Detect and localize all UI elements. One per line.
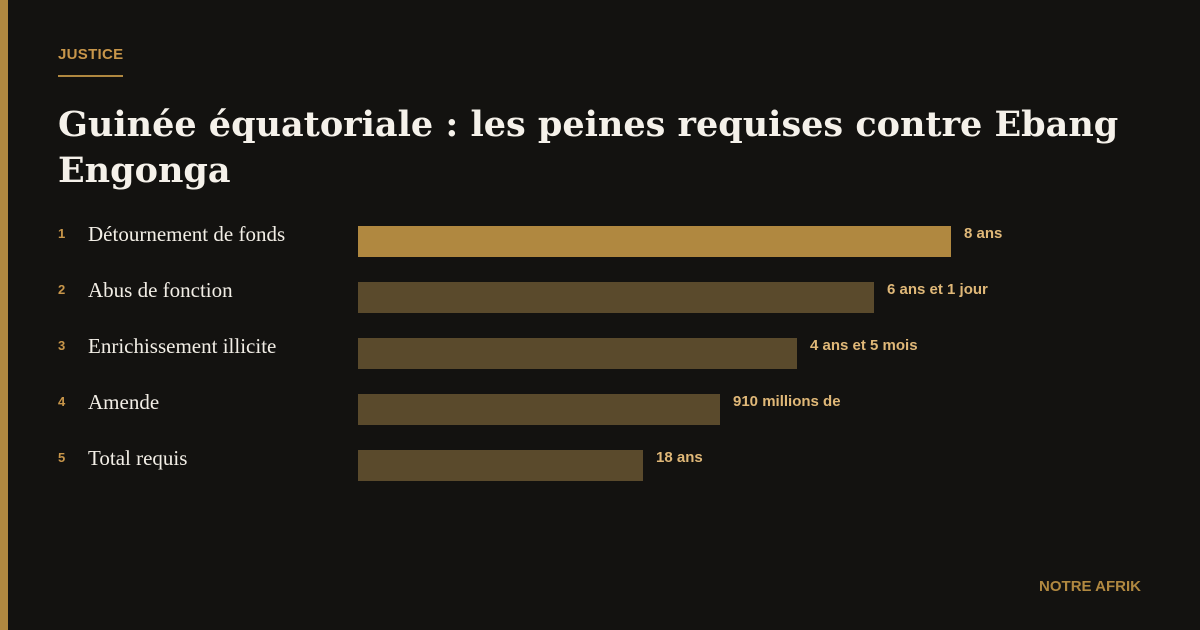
item-label: Amende: [88, 390, 160, 414]
rank-bar: [358, 282, 874, 313]
item-value: 8 ans: [964, 225, 1003, 242]
rank: 2: [58, 282, 66, 297]
list-item: 1 Détournement de fonds 8 ans: [0, 222, 1200, 266]
item-label: Détournement de fonds: [88, 222, 286, 246]
rank-bar: [358, 338, 797, 369]
list-item: 2 Abus de fonction 6 ans et 1 jour: [0, 278, 1200, 322]
rank: 3: [58, 338, 66, 353]
title: Guinée équatoriale : les peines requises…: [58, 104, 1119, 191]
item-value: 18 ans: [656, 449, 703, 466]
item-value: 910 millions de: [733, 393, 841, 410]
rank-bar: [358, 450, 643, 481]
rank-bar: [358, 394, 720, 425]
footer: NOTRE AFRIK: [1039, 578, 1141, 595]
item-label: Abus de fonction: [88, 278, 233, 302]
item-label: Enrichissement illicite: [88, 334, 277, 358]
kicker: JUSTICE: [58, 46, 124, 77]
list-item: 3 Enrichissement illicite 4 ans et 5 mois: [0, 334, 1200, 378]
rank-bar: [358, 226, 951, 257]
list-item: 4 Amende 910 millions de: [0, 390, 1200, 434]
item-value: 4 ans et 5 mois: [810, 337, 918, 354]
item-label: Total requis: [88, 446, 188, 470]
list-item: 5 Total requis 18 ans: [0, 446, 1200, 490]
rank: 5: [58, 450, 66, 465]
item-value: 6 ans et 1 jour: [887, 281, 988, 298]
rank: 1: [58, 226, 66, 241]
rank: 4: [58, 394, 66, 409]
accent-stripe: [0, 0, 8, 630]
